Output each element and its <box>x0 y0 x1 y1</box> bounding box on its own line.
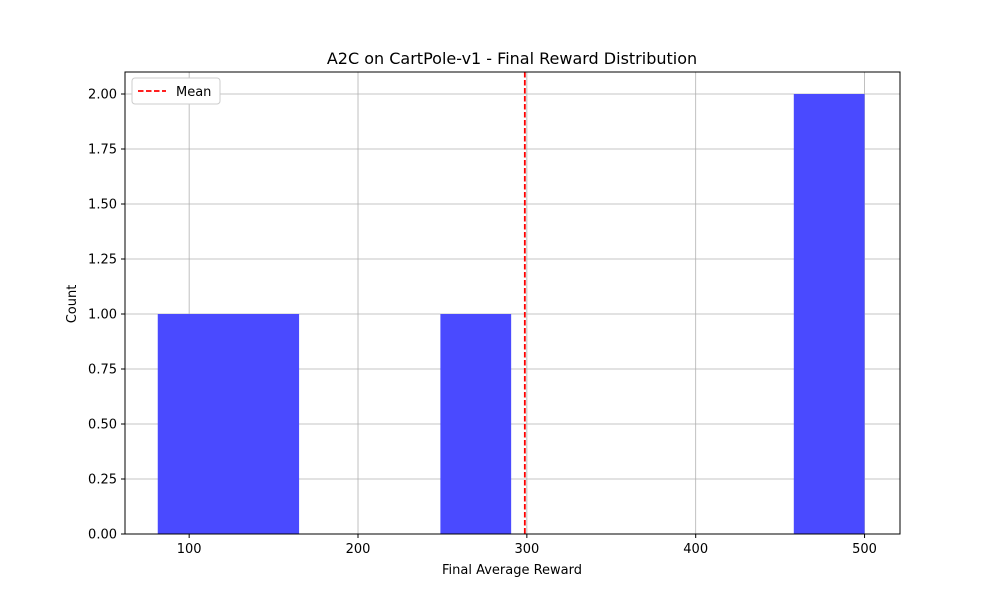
y-axis-label: Count <box>65 285 80 324</box>
y-tick-label-5: 1.25 <box>88 253 117 268</box>
plot-frame <box>124 71 901 535</box>
x-tick-label-1: 200 <box>346 542 371 557</box>
y-tick-label-6: 1.50 <box>88 198 117 213</box>
x-tick-label-0: 100 <box>177 542 202 557</box>
y-tick-label-7: 1.75 <box>88 143 117 158</box>
axes: 100 200 300 400 500 0.00 0.25 0.50 0.75 1.00 1.25 1… <box>88 71 901 557</box>
legend-label-mean: Mean <box>176 85 211 100</box>
legend: Mean <box>131 77 221 105</box>
y-tick-label-3: 0.75 <box>88 363 117 378</box>
histogram-bar-9 <box>793 94 865 534</box>
y-tick-label-8: 2.00 <box>88 88 117 103</box>
histogram-bar-0 <box>157 314 229 534</box>
y-tick-label-2: 0.50 <box>88 418 117 433</box>
y-tick-label-4: 1.00 <box>88 308 117 323</box>
x-axis-label: Final Average Reward <box>442 563 582 578</box>
x-tick-label-3: 400 <box>683 542 708 557</box>
bars <box>157 94 865 534</box>
legend-box <box>131 77 221 105</box>
x-tick-label-2: 300 <box>514 542 539 557</box>
chart-title: A2C on CartPole-v1 - Final Reward Distri… <box>327 49 697 68</box>
x-tick-label-4: 500 <box>852 542 877 557</box>
y-tick-label-0: 0.00 <box>88 528 117 543</box>
histogram-bar-4 <box>440 314 512 534</box>
y-tick-label-1: 0.25 <box>88 473 117 488</box>
histogram-bar-1 <box>228 314 300 534</box>
